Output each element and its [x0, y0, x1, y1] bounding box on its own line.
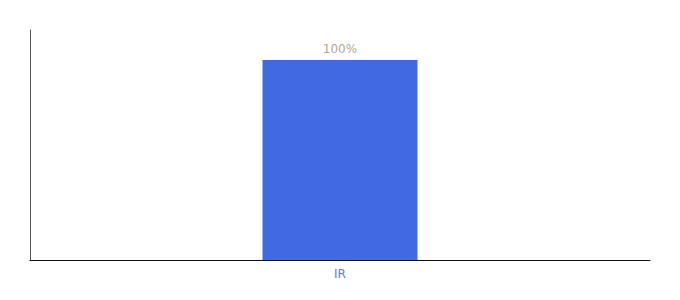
- svg-text:IR: IR: [334, 267, 346, 281]
- svg-text:100%: 100%: [323, 42, 357, 56]
